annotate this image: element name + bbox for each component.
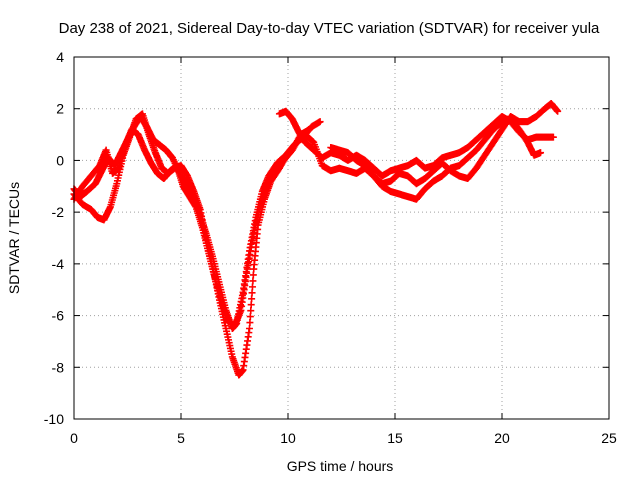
data-point: [247, 301, 255, 309]
x-tick-label: 20: [494, 430, 510, 446]
data-point: [248, 295, 256, 303]
grid-layer: [74, 57, 609, 419]
x-tick-label: 25: [601, 430, 617, 446]
data-point: [316, 118, 324, 126]
y-axis-label: SDTVAR / TECUs: [6, 182, 22, 294]
x-tick-label: 0: [70, 430, 78, 446]
data-point: [249, 277, 257, 285]
data-point: [248, 289, 256, 297]
y-tick-label: -2: [52, 204, 65, 220]
y-tick-label: 2: [56, 101, 64, 117]
y-tick-label: -10: [44, 411, 64, 427]
data-point: [245, 325, 253, 332]
data-point: [549, 133, 557, 141]
series-arc-f: [327, 100, 562, 188]
x-tick-label: 10: [280, 430, 296, 446]
x-tick-label: 5: [177, 430, 185, 446]
y-tick-label: 4: [56, 49, 64, 65]
data-point: [537, 149, 545, 157]
data-point: [305, 125, 313, 133]
y-tick-label: -6: [52, 308, 65, 324]
plot-frame: [73, 56, 610, 420]
x-axis-label: GPS time / hours: [287, 458, 394, 474]
series-arc-e: [301, 115, 545, 203]
data-point: [246, 319, 254, 327]
data-point: [248, 283, 256, 291]
y-tick-label: 0: [56, 152, 64, 168]
data-point: [249, 271, 257, 279]
series-arc-a: [70, 112, 324, 332]
y-tick-label: -4: [52, 256, 65, 272]
x-tick-label: 15: [387, 430, 403, 446]
series-arc-c: [70, 125, 313, 330]
chart-title: Day 238 of 2021, Sidereal Day-to-day VTE…: [59, 20, 600, 37]
data-point: [554, 107, 562, 115]
data-point: [246, 313, 254, 321]
y-tick-label: -8: [52, 359, 65, 375]
data-point: [247, 307, 255, 315]
data-marks-layer: [70, 100, 562, 379]
axis-layer: 0 5 10 15 20 25 -10 -8 -6 -4 -2 0 2 4: [44, 49, 617, 446]
